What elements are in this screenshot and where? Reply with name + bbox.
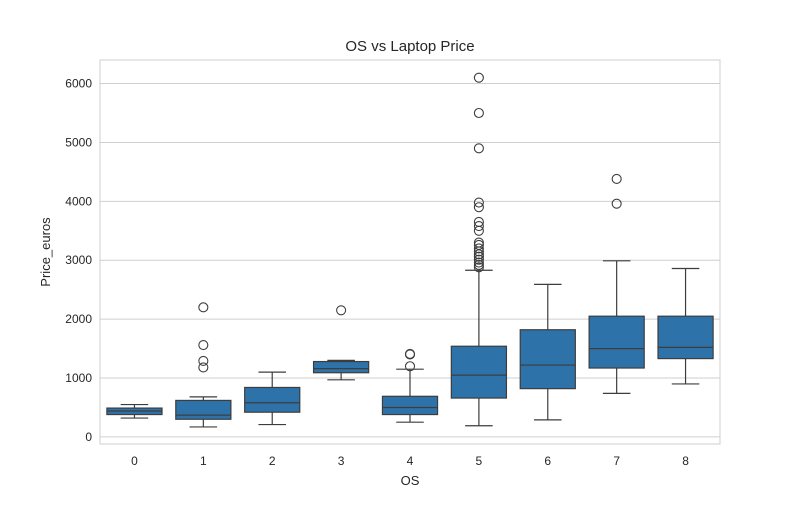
box-iqr bbox=[244, 386, 301, 413]
outlier-point bbox=[473, 237, 484, 248]
outlier-point bbox=[198, 302, 209, 313]
x-tick-label: 6 bbox=[544, 454, 551, 468]
box-iqr bbox=[588, 315, 645, 369]
box-group bbox=[106, 403, 163, 419]
y-tick-label: 3000 bbox=[65, 253, 92, 267]
outlier-point bbox=[473, 143, 484, 154]
box-group bbox=[244, 371, 301, 426]
y-tick-label: 6000 bbox=[65, 77, 92, 91]
x-axis-ticks: 0 1 2 3 4 5 6 7 8 bbox=[131, 454, 689, 468]
outlier-point bbox=[198, 362, 209, 373]
x-tick-label: 4 bbox=[407, 454, 414, 468]
outlier-point bbox=[473, 72, 484, 83]
outlier-point bbox=[473, 221, 484, 232]
box-group bbox=[381, 348, 439, 423]
outlier-point bbox=[473, 107, 484, 119]
outlier-point bbox=[198, 355, 209, 367]
outlier-point bbox=[611, 173, 622, 185]
outlier-point bbox=[473, 254, 484, 265]
outlier-point bbox=[473, 197, 484, 208]
box-iqr bbox=[450, 345, 508, 399]
outlier-point bbox=[404, 361, 416, 372]
outlier-point bbox=[336, 305, 347, 316]
outlier-point bbox=[611, 198, 622, 209]
x-tick-label: 0 bbox=[131, 454, 138, 468]
outlier-point bbox=[473, 262, 484, 273]
y-axis-label: Price_euros bbox=[38, 217, 53, 287]
box-group bbox=[657, 267, 714, 385]
box-iqr bbox=[657, 315, 714, 360]
outlier-point bbox=[473, 216, 484, 228]
outlier-point bbox=[404, 348, 416, 359]
chart-title: OS vs Laptop Price bbox=[345, 38, 474, 55]
x-axis-label: OS bbox=[401, 473, 420, 488]
y-tick-label: 4000 bbox=[65, 194, 92, 208]
outlier-point bbox=[473, 239, 484, 250]
outlier-point bbox=[198, 340, 209, 351]
plot-frame bbox=[99, 59, 721, 445]
box-group bbox=[312, 305, 370, 381]
box-group bbox=[175, 302, 232, 428]
x-tick-label: 1 bbox=[200, 454, 207, 468]
box-series bbox=[106, 72, 714, 428]
x-tick-label: 8 bbox=[682, 454, 689, 468]
outlier-point bbox=[473, 257, 484, 268]
x-tick-label: 7 bbox=[613, 454, 620, 468]
y-tick-label: 1000 bbox=[65, 371, 92, 385]
box-group bbox=[519, 283, 576, 421]
x-tick-label: 2 bbox=[269, 454, 276, 468]
box-iqr bbox=[312, 360, 370, 374]
outlier-point bbox=[473, 243, 484, 254]
box-iqr bbox=[175, 399, 232, 420]
y-axis-ticks: 0 1000 2000 3000 4000 5000 6000 bbox=[65, 77, 92, 444]
y-tick-label: 5000 bbox=[65, 135, 92, 149]
x-tick-label: 5 bbox=[476, 454, 483, 468]
outlier-point bbox=[473, 251, 484, 262]
y-tick-label: 0 bbox=[85, 430, 92, 444]
box-iqr bbox=[381, 395, 439, 416]
box-iqr bbox=[519, 329, 576, 390]
outlier-point bbox=[473, 202, 484, 213]
x-tick-label: 3 bbox=[338, 454, 345, 468]
box-group bbox=[588, 173, 645, 394]
y-tick-label: 2000 bbox=[65, 312, 92, 326]
grid-lines bbox=[100, 83, 720, 438]
outlier-point bbox=[473, 259, 484, 271]
box-group bbox=[450, 72, 508, 427]
